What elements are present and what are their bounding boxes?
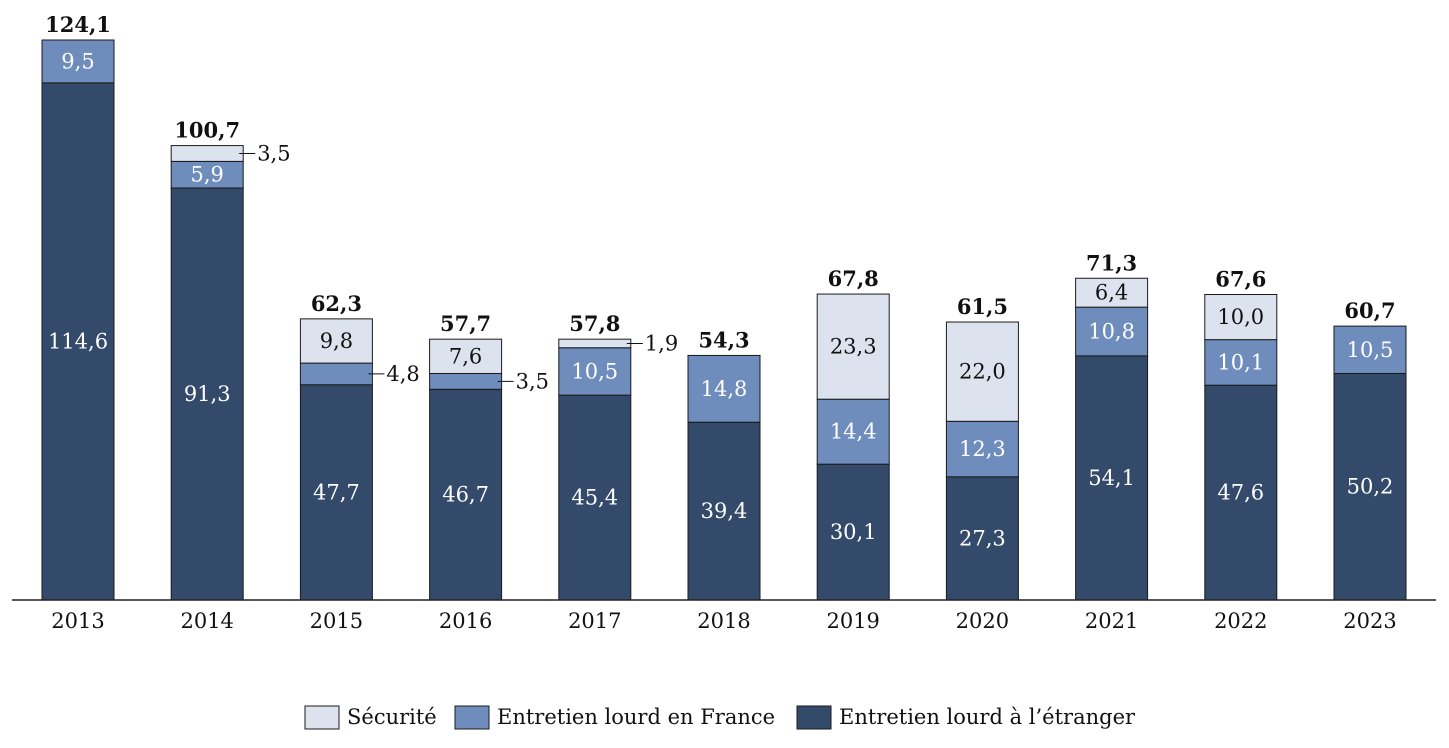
bar-segment-bottom-2021 xyxy=(1075,355,1149,601)
bar-segment-top-2016 xyxy=(429,338,503,374)
segment-value-label: 9,8 xyxy=(320,329,353,353)
bar-segment-top-2019 xyxy=(816,293,890,400)
segment-value-label: 6,4 xyxy=(1095,281,1128,305)
bar-segment-middle-2013 xyxy=(41,39,115,84)
segment-value-label: 3,5 xyxy=(516,369,549,393)
segment-value-label: 54,1 xyxy=(1088,466,1135,490)
bar-segment-top-2015 xyxy=(299,318,373,364)
bar-segment-middle-2016 xyxy=(429,372,503,390)
bar-total-label: 54,3 xyxy=(698,327,749,352)
x-tick-label: 2019 xyxy=(826,609,879,633)
segment-value-label: 91,3 xyxy=(184,382,231,406)
segment-value-label: 47,7 xyxy=(313,480,360,504)
bar-total-label: 60,7 xyxy=(1344,298,1395,323)
legend-swatch xyxy=(304,705,340,730)
x-tick-label: 2022 xyxy=(1214,609,1267,633)
bar-segment-top-2021 xyxy=(1075,277,1149,308)
legend-swatch xyxy=(796,705,832,730)
legend: Sécurité Entretien lourd en France Entreti… xyxy=(304,705,1136,730)
segment-value-label: 10,1 xyxy=(1217,350,1264,374)
x-tick-label: 2015 xyxy=(310,609,363,633)
x-tick-label: 2020 xyxy=(956,609,1009,633)
legend-entry-label: Entretien lourd en France xyxy=(497,705,775,729)
bar-segment-bottom-2018 xyxy=(687,421,761,601)
bar-segment-bottom-2020 xyxy=(945,476,1019,601)
x-tick-label: 2013 xyxy=(51,609,104,633)
bar-total-label: 67,8 xyxy=(828,266,879,291)
segment-value-label: 14,8 xyxy=(701,377,748,401)
bar-segment-bottom-2022 xyxy=(1204,384,1278,601)
segment-value-label: 27,3 xyxy=(959,526,1006,550)
segment-value-label: 14,4 xyxy=(830,420,877,444)
segment-value-label: 3,5 xyxy=(257,141,290,165)
x-tick-label: 2023 xyxy=(1343,609,1396,633)
segment-value-label: 22,0 xyxy=(959,360,1006,384)
bar-segment-middle-2023 xyxy=(1333,325,1407,374)
segment-value-label: 47,6 xyxy=(1217,481,1264,505)
bar-total-label: 57,7 xyxy=(440,311,491,336)
bar-segment-top-2022 xyxy=(1204,294,1278,341)
segment-value-label: 10,5 xyxy=(1347,338,1394,362)
bar-segment-middle-2015 xyxy=(299,362,373,386)
segment-value-label: 23,3 xyxy=(830,335,877,359)
x-tick-labels: 2013 2014 2015 2016 2017 2018 2019 2020 2021 2022… xyxy=(51,609,1396,633)
bar-total-label: 71,3 xyxy=(1086,250,1137,275)
segment-value-label: 4,8 xyxy=(386,362,419,386)
x-tick-label: 2021 xyxy=(1085,609,1138,633)
segment-value-label: 1,9 xyxy=(645,331,678,355)
bar-segment-top-2014 xyxy=(170,145,244,162)
bar-total-label: 67,6 xyxy=(1215,267,1266,292)
x-tick-label: 2014 xyxy=(180,609,233,633)
x-tick-label: 2016 xyxy=(439,609,492,633)
bar-segment-bottom-2015 xyxy=(299,384,373,601)
segment-value-label: 9,5 xyxy=(61,49,94,73)
segment-value-label: 46,7 xyxy=(442,483,489,507)
segment-value-label: 50,2 xyxy=(1347,475,1394,499)
bar-segment-middle-2020 xyxy=(945,420,1019,478)
bar-segment-bottom-2016 xyxy=(429,388,503,601)
segment-value-label: 30,1 xyxy=(830,520,877,544)
bar-total-label: 62,3 xyxy=(311,291,362,316)
x-tick-label: 2018 xyxy=(697,609,750,633)
segment-value-label: 10,8 xyxy=(1088,320,1135,344)
bar-total-label: 124,1 xyxy=(45,12,111,37)
bar-segment-middle-2014 xyxy=(170,160,244,189)
segment-value-label: 7,6 xyxy=(449,344,482,368)
legend-swatch xyxy=(454,705,490,730)
segment-value-label: 10,0 xyxy=(1217,305,1264,329)
segment-value-label: 114,6 xyxy=(48,329,108,353)
bar-segment-middle-2021 xyxy=(1075,306,1149,357)
bar-segment-top-2020 xyxy=(945,321,1019,422)
segment-value-label: 39,4 xyxy=(701,499,748,523)
bar-segment-bottom-2023 xyxy=(1333,372,1407,601)
bar-total-label: 61,5 xyxy=(957,294,1008,319)
bar-segment-bottom-2017 xyxy=(558,394,632,601)
bar-total-label: 100,7 xyxy=(174,118,240,143)
bar-segment-top-2017 xyxy=(558,338,632,349)
segment-value-label: 5,9 xyxy=(190,163,223,187)
bar-total-label: 57,8 xyxy=(569,311,620,336)
legend-entry-label: Entretien lourd à l’étranger xyxy=(839,705,1136,729)
bar-segment-middle-2018 xyxy=(687,354,761,423)
x-tick-label: 2017 xyxy=(568,609,621,633)
segment-value-label: 12,3 xyxy=(959,437,1006,461)
bar-segment-bottom-2013 xyxy=(41,82,115,601)
legend-entry-label: Sécurité xyxy=(347,705,437,729)
bars-layer: 114,6 9,5 124,1 91,3 5,9 3,5 100,7 47,7 4,8 9,8 62… xyxy=(41,12,1407,601)
segment-value-label: 10,5 xyxy=(571,359,618,383)
segment-value-label: 45,4 xyxy=(571,486,618,510)
